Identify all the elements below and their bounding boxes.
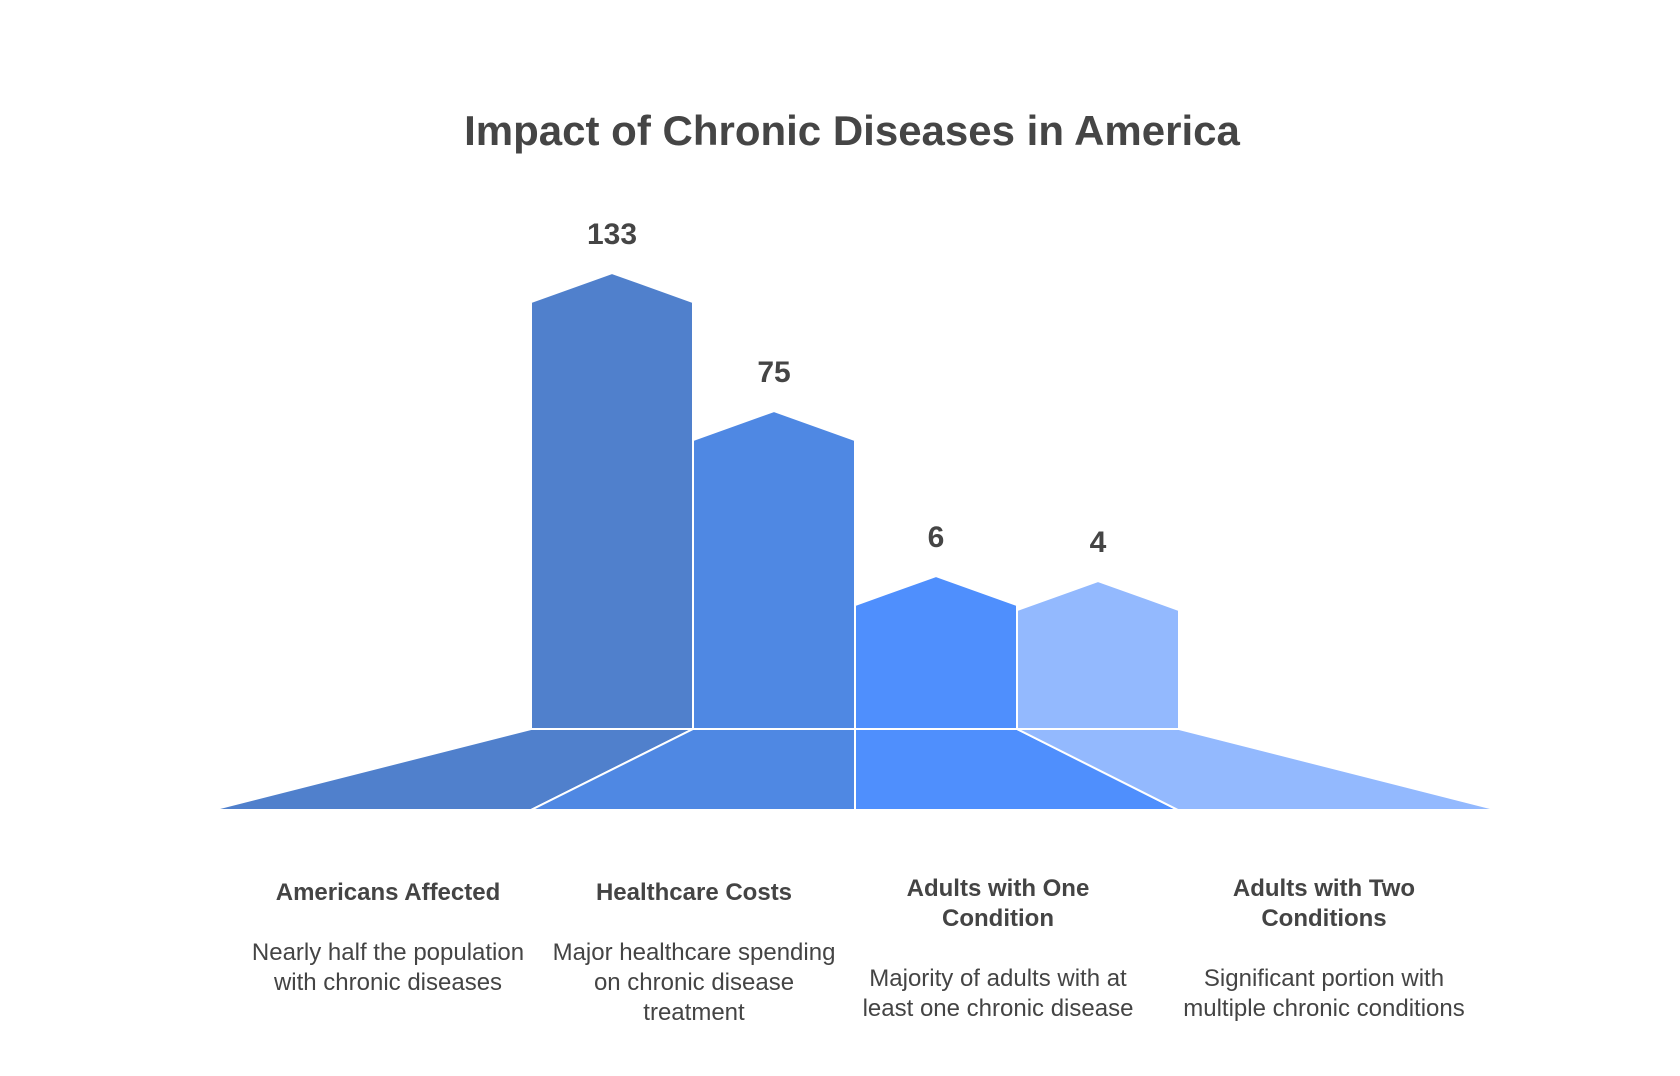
value-label-1: 133 (587, 218, 637, 251)
chart-title: Impact of Chronic Diseases in America (464, 107, 1240, 154)
chart-value-labels: 133 75 6 4 (587, 218, 1107, 559)
value-label-4: 4 (1090, 526, 1107, 559)
category-block-2: Healthcare Costs Major healthcare spendin… (549, 878, 839, 1028)
category-title: Adults with One Condition (906, 875, 1090, 932)
value-label-3: 6 (928, 521, 945, 554)
bar-2 (692, 410, 856, 730)
chart-bars (530, 272, 1180, 730)
category-block-1: Americans Affected Nearly half the popula… (243, 878, 533, 998)
chart-floor (211, 728, 1499, 811)
category-title: Americans Affected (275, 879, 501, 906)
bar-1 (530, 272, 694, 730)
category-title: Adults with Two Conditions (1232, 875, 1416, 932)
value-label-2: 75 (757, 356, 790, 389)
category-description: Significant portion with multiple chroni… (1183, 965, 1465, 1022)
category-block-4: Adults with Two Conditions Significant po… (1179, 874, 1469, 1024)
category-description: Major healthcare spending on chronic dis… (552, 939, 836, 1026)
category-description: Nearly half the population with chronic … (251, 939, 525, 996)
bar-4 (1016, 580, 1180, 730)
category-block-3: Adults with One Condition Majority of adu… (853, 874, 1143, 1024)
category-description: Majority of adults with at least one chr… (862, 965, 1134, 1022)
category-title: Healthcare Costs (595, 879, 793, 906)
bar-3 (854, 575, 1018, 730)
